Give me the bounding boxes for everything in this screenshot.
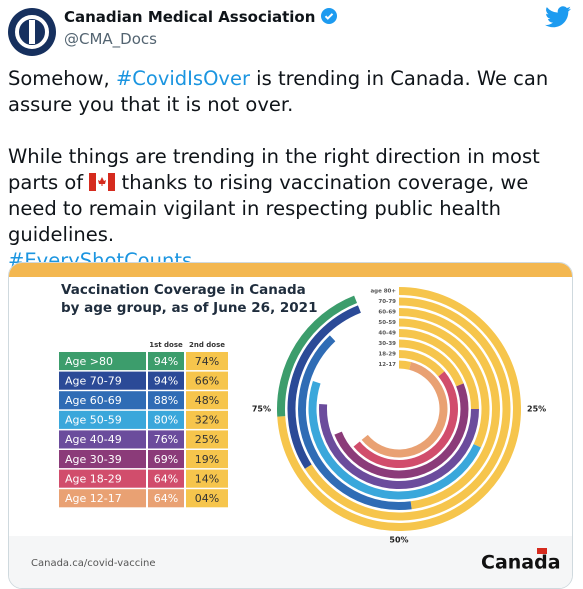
- info-title: Vaccination Coverage in Canada: [61, 282, 306, 298]
- second-dose-value: 66%: [195, 374, 219, 387]
- group-label: Age 60-69: [65, 394, 122, 407]
- second-dose-cell: [186, 489, 228, 508]
- column-header: 1st dose: [149, 341, 183, 349]
- second-dose-arc: [277, 287, 521, 531]
- first-dose-arc: [277, 295, 358, 417]
- ring-label: 70-79: [378, 299, 396, 305]
- group-cell: [59, 489, 146, 508]
- author: Canadian Medical Association: [64, 8, 316, 26]
- first-dose-cell: [148, 489, 184, 508]
- first-dose-arc: [319, 403, 479, 489]
- first-dose-arc: [353, 371, 458, 468]
- first-dose-arc: [308, 381, 481, 500]
- text: is trending in Canada. We can assure you…: [8, 67, 549, 116]
- scale-label: 75%: [252, 405, 271, 414]
- author-name[interactable]: Canadian Medical Association: [64, 8, 337, 26]
- first-dose-arc: [287, 305, 361, 469]
- ring-label: 60-69: [378, 310, 396, 316]
- ring-label: 40-49: [378, 331, 396, 337]
- second-dose-cell: [186, 469, 228, 488]
- first-dose-value: 94%: [154, 355, 178, 368]
- second-dose-arc: [398, 318, 490, 448]
- first-dose-arc: [334, 383, 469, 479]
- second-dose-arc: [398, 308, 500, 510]
- first-dose-value: 64%: [154, 492, 178, 505]
- group-cell: [59, 450, 146, 469]
- paragraph: While things are trending in the right d…: [8, 144, 576, 274]
- second-dose-arc: [398, 329, 479, 410]
- text: thanks to rising vaccination coverage, w…: [8, 171, 529, 246]
- group-cell: [59, 469, 146, 488]
- group-label: Age 30-39: [65, 453, 122, 466]
- second-dose-value: 25%: [195, 433, 219, 446]
- first-dose-value: 94%: [154, 374, 178, 387]
- first-dose-value: 88%: [154, 394, 178, 407]
- first-dose-arc: [361, 362, 448, 458]
- second-dose-value: 48%: [195, 394, 219, 407]
- second-dose-arc: [398, 360, 412, 370]
- avatar[interactable]: [8, 8, 56, 56]
- first-dose-cell: [148, 391, 184, 410]
- ring-label: 18-29: [378, 352, 396, 358]
- first-dose-arc: [298, 335, 412, 510]
- group-cell: [59, 352, 146, 371]
- group-label: Age >80: [65, 355, 113, 368]
- text: Somehow,: [8, 67, 116, 90]
- second-dose-value: 04%: [195, 492, 219, 505]
- info-subtitle: by age group, as of June 26, 2021: [61, 300, 317, 316]
- group-cell: [59, 391, 146, 410]
- second-dose-arc: [398, 339, 464, 387]
- group-label: Age 50-59: [65, 414, 122, 427]
- group-cell: [59, 410, 146, 429]
- infographic: Vaccination Coverage in Canada by age gr…: [9, 263, 572, 588]
- flag-emoji: [89, 173, 116, 191]
- handle[interactable]: @CMA_Docs: [64, 30, 157, 48]
- group-label: Age 40-49: [65, 433, 122, 446]
- second-dose-cell: [186, 352, 228, 371]
- second-dose-cell: [186, 410, 228, 429]
- text: While things are trending in the right d…: [8, 145, 540, 194]
- ring-label: 30-39: [378, 341, 396, 347]
- first-dose-cell: [148, 352, 184, 371]
- column-header: 2nd dose: [189, 341, 225, 349]
- second-dose-arc: [398, 350, 445, 377]
- second-dose-cell: [186, 450, 228, 469]
- second-dose-value: 32%: [195, 414, 219, 427]
- second-dose-cell: [186, 430, 228, 449]
- second-dose-cell: [186, 391, 228, 410]
- scale-label: 25%: [527, 405, 546, 414]
- second-dose-arc: [304, 297, 511, 521]
- ring-label: age 80+: [370, 289, 396, 295]
- wordmark: Canada: [481, 552, 561, 574]
- ring-label: 50-59: [378, 320, 396, 326]
- ring-label: 12-17: [378, 362, 396, 368]
- group-label: Age 12-17: [65, 492, 122, 505]
- first-dose-value: 80%: [154, 414, 178, 427]
- group-cell: [59, 371, 146, 390]
- first-dose-value: 69%: [154, 453, 178, 466]
- group-label: Age 70-79: [65, 374, 122, 387]
- hashtag[interactable]: #CovidIsOver: [115, 67, 250, 90]
- footer-url[interactable]: Canada.ca/covid-vaccine: [31, 558, 156, 569]
- first-dose-cell: [148, 450, 184, 469]
- twitter-logo[interactable]: [545, 6, 571, 28]
- second-dose-value: 19%: [195, 453, 219, 466]
- first-dose-value: 64%: [154, 472, 178, 485]
- second-dose-value: 74%: [195, 355, 219, 368]
- group-cell: [59, 430, 146, 449]
- paragraph: Somehow, #CovidIsOver is trending in Can…: [8, 66, 576, 118]
- scale-label: 50%: [389, 536, 408, 545]
- first-dose-cell: [148, 371, 184, 390]
- first-dose-cell: [148, 430, 184, 449]
- media-card[interactable]: Vaccination Coverage in Canada by age gr…: [8, 262, 573, 589]
- first-dose-cell: [148, 410, 184, 429]
- first-dose-cell: [148, 469, 184, 488]
- second-dose-value: 14%: [195, 472, 219, 485]
- verified-badge: [320, 8, 337, 24]
- group-label: Age 18-29: [65, 472, 122, 485]
- first-dose-value: 76%: [154, 433, 178, 446]
- second-dose-cell: [186, 371, 228, 390]
